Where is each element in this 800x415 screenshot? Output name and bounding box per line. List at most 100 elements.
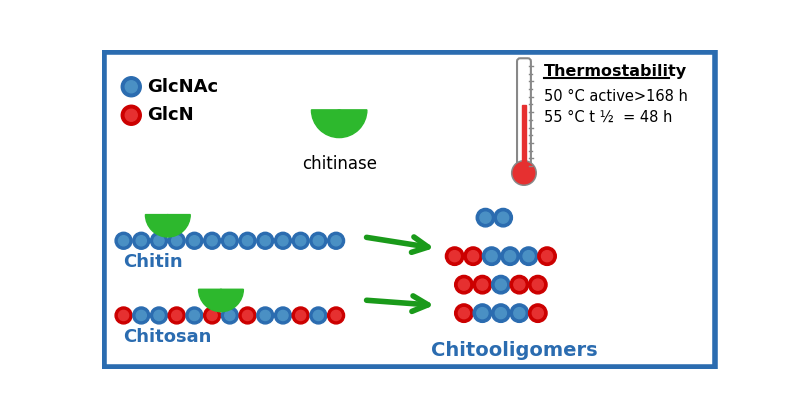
Circle shape <box>150 232 167 249</box>
Circle shape <box>449 251 460 262</box>
Circle shape <box>154 310 164 320</box>
Circle shape <box>501 247 519 266</box>
Circle shape <box>446 247 464 266</box>
Circle shape <box>505 251 516 262</box>
Circle shape <box>310 307 327 324</box>
Circle shape <box>242 310 253 320</box>
Circle shape <box>532 308 543 319</box>
Circle shape <box>529 304 547 322</box>
Circle shape <box>464 247 482 266</box>
Circle shape <box>260 236 270 246</box>
Bar <box>522 105 526 164</box>
Circle shape <box>136 236 146 246</box>
Circle shape <box>454 304 473 322</box>
Circle shape <box>328 232 345 249</box>
Circle shape <box>331 236 341 246</box>
Circle shape <box>150 307 167 324</box>
Circle shape <box>172 310 182 320</box>
Circle shape <box>292 307 309 324</box>
Circle shape <box>295 310 306 320</box>
Circle shape <box>204 232 221 249</box>
Circle shape <box>458 308 470 319</box>
Circle shape <box>495 308 506 319</box>
Circle shape <box>476 208 494 227</box>
Circle shape <box>278 310 288 320</box>
Text: chitinase: chitinase <box>302 155 377 173</box>
Circle shape <box>495 279 506 290</box>
Circle shape <box>492 304 510 322</box>
Circle shape <box>513 162 534 184</box>
Wedge shape <box>326 110 353 124</box>
Circle shape <box>480 212 491 223</box>
Circle shape <box>186 307 203 324</box>
Circle shape <box>498 212 509 223</box>
Circle shape <box>136 310 146 320</box>
Circle shape <box>115 232 132 249</box>
Text: GlcN: GlcN <box>146 106 194 124</box>
Text: Chitooligomers: Chitooligomers <box>430 341 598 360</box>
Circle shape <box>519 247 538 266</box>
Circle shape <box>523 251 534 262</box>
Circle shape <box>260 310 270 320</box>
Circle shape <box>204 307 221 324</box>
Circle shape <box>532 279 543 290</box>
Circle shape <box>512 161 536 186</box>
Text: Chitosan: Chitosan <box>123 328 212 346</box>
Circle shape <box>122 105 142 125</box>
Circle shape <box>172 236 182 246</box>
Text: GlcNAc: GlcNAc <box>146 78 218 96</box>
Circle shape <box>494 208 513 227</box>
Circle shape <box>168 307 185 324</box>
Circle shape <box>477 308 488 319</box>
Circle shape <box>207 236 217 246</box>
Circle shape <box>274 307 291 324</box>
Circle shape <box>482 247 501 266</box>
Circle shape <box>310 232 327 249</box>
Circle shape <box>328 307 345 324</box>
Circle shape <box>207 310 217 320</box>
Circle shape <box>274 232 291 249</box>
Circle shape <box>133 232 150 249</box>
Circle shape <box>186 232 203 249</box>
Circle shape <box>115 307 132 324</box>
Wedge shape <box>311 110 367 138</box>
Circle shape <box>239 307 256 324</box>
Circle shape <box>492 276 510 294</box>
Text: 55 °C t ½  = 48 h: 55 °C t ½ = 48 h <box>544 110 672 125</box>
Circle shape <box>190 310 199 320</box>
Circle shape <box>477 279 488 290</box>
Circle shape <box>510 304 529 322</box>
Circle shape <box>118 236 129 246</box>
Circle shape <box>118 310 129 320</box>
Text: 50 °C active>168 h: 50 °C active>168 h <box>544 88 688 103</box>
Circle shape <box>225 236 235 246</box>
Wedge shape <box>146 215 190 237</box>
Circle shape <box>314 236 323 246</box>
Circle shape <box>538 247 556 266</box>
Circle shape <box>239 232 256 249</box>
Circle shape <box>133 307 150 324</box>
Circle shape <box>473 304 492 322</box>
Text: Chi1: Chi1 <box>322 94 357 108</box>
Circle shape <box>222 307 238 324</box>
Circle shape <box>154 236 164 246</box>
Circle shape <box>292 232 309 249</box>
Circle shape <box>257 232 274 249</box>
Circle shape <box>314 310 323 320</box>
Circle shape <box>514 279 525 290</box>
Text: Chi1: Chi1 <box>154 203 182 212</box>
Circle shape <box>190 236 199 246</box>
Wedge shape <box>210 289 232 301</box>
Text: Chitin: Chitin <box>123 253 183 271</box>
Circle shape <box>126 109 138 121</box>
Circle shape <box>126 81 138 93</box>
FancyBboxPatch shape <box>517 58 531 167</box>
Circle shape <box>222 232 238 249</box>
Text: Chi1: Chi1 <box>206 277 235 287</box>
Circle shape <box>278 236 288 246</box>
Circle shape <box>331 310 341 320</box>
Circle shape <box>529 276 547 294</box>
Circle shape <box>242 236 253 246</box>
Circle shape <box>467 251 478 262</box>
Circle shape <box>257 307 274 324</box>
